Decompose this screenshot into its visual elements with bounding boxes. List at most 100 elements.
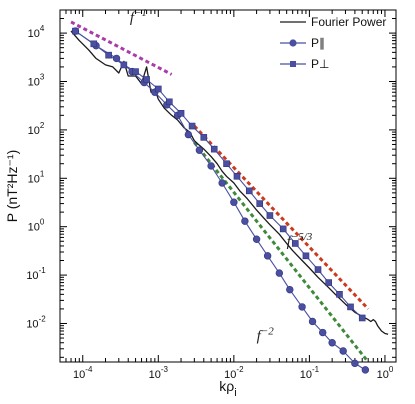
x-tick-label: 10-2: [224, 365, 244, 381]
data-point-p-parallel: [263, 252, 272, 260]
y-tick-label: 103: [28, 72, 45, 88]
x-tick-label-exponent: -1: [312, 365, 320, 374]
data-point-p-perp: [256, 200, 264, 207]
data-point-p-perp: [90, 40, 98, 48]
data-point-p-perp: [336, 291, 343, 298]
data-point-p-perp: [166, 98, 173, 106]
series-group: f−1f−5/3f−2: [70, 7, 389, 374]
data-point-p-parallel: [218, 179, 226, 187]
data-point-p-perp: [347, 303, 354, 311]
reference-line-label-exponent: −5/3: [291, 231, 313, 243]
y-tick-label: 100: [28, 218, 45, 234]
y-tick-label-exponent: 3: [40, 72, 45, 81]
x-tick-label: 100: [377, 365, 394, 381]
data-point-p-perp: [177, 110, 185, 117]
axes: 10-4 10-3 10-2 10-1 10010410310210110010-110…: [4, 9, 397, 399]
data-point-p-perp: [233, 172, 241, 180]
reference-line-label: f−2: [257, 325, 275, 344]
data-point-p-perp: [154, 85, 162, 93]
y-tick-label: 102: [28, 121, 45, 137]
data-point-p-perp: [358, 314, 366, 322]
y-tick-label: 10-2: [26, 314, 46, 330]
data-point-p-parallel: [298, 303, 306, 311]
data-point-p-parallel: [195, 146, 204, 154]
data-point-p-parallel: [275, 269, 284, 277]
reference-line-label: f−1: [130, 7, 147, 26]
x-axis-label-main: kρ: [219, 378, 234, 394]
y-tick-label: 104: [28, 24, 45, 40]
x-tick-label-base: 10: [377, 369, 389, 381]
y-tick-label-base: 10: [26, 318, 38, 330]
data-point-p-perp: [302, 252, 310, 260]
data-point-p-parallel: [241, 217, 249, 225]
data-point-p-perp: [132, 68, 139, 75]
legend: Fourier Power P∥ P⊥: [280, 15, 386, 71]
reference-line-label: f−5/3: [287, 231, 313, 250]
data-point-p-perp: [72, 27, 79, 35]
x-tick-label-exponent: -3: [161, 365, 169, 374]
x-tick-label-base: 10: [73, 369, 85, 381]
y-tick-label: 101: [28, 169, 45, 185]
data-point-p-perp: [120, 61, 128, 69]
x-tick-label-base: 10: [149, 369, 161, 381]
series-line: [75, 30, 366, 371]
data-point-p-parallel: [361, 366, 370, 374]
x-tick-label: 10-4: [73, 365, 93, 381]
data-point-p-parallel: [184, 130, 193, 139]
x-tick-label: 10-3: [149, 365, 169, 381]
legend-marker-circle: [289, 39, 297, 47]
x-axis-label: kρi: [219, 378, 236, 399]
y-tick-label-exponent: 0: [40, 218, 45, 227]
data-point-p-perp: [200, 134, 208, 141]
y-tick-label: 10-1: [26, 266, 46, 282]
x-axis-label-subscript: i: [234, 387, 236, 399]
data-point-p-perp: [143, 76, 150, 83]
data-point-p-parallel: [207, 162, 215, 170]
y-tick-label-exponent: 4: [40, 24, 45, 33]
x-tick-label: 10-1: [300, 365, 320, 381]
reference-line: [193, 141, 370, 363]
data-point-p-parallel: [351, 359, 359, 368]
y-tick-label-exponent: 1: [40, 169, 45, 178]
legend-label: P∥: [311, 36, 325, 50]
data-point-p-perp: [105, 51, 112, 59]
data-point-p-perp: [279, 225, 287, 233]
data-point-p-perp: [245, 187, 253, 195]
series-line: [75, 30, 363, 319]
y-axis-label: P (nT²Hz⁻¹): [4, 150, 20, 222]
reference-line: [193, 125, 370, 310]
x-tick-label-exponent: 0: [389, 365, 394, 374]
y-tick-label-base: 10: [28, 76, 40, 88]
data-point-p-parallel: [308, 317, 317, 326]
reference-line-label-exponent: −2: [261, 325, 274, 337]
data-point-p-perp: [314, 266, 322, 273]
series-line: [70, 30, 389, 335]
y-tick-label-base: 10: [26, 270, 38, 282]
reference-line-label-exponent: −1: [134, 7, 147, 19]
data-point-p-perp: [266, 212, 274, 219]
y-tick-label-exponent: -1: [39, 266, 47, 275]
x-tick-label-exponent: -4: [85, 365, 93, 374]
data-point-p-parallel: [230, 198, 238, 206]
data-point-p-parallel: [286, 285, 294, 294]
data-point-p-parallel: [319, 328, 327, 337]
legend-label: Fourier Power: [311, 15, 386, 29]
legend-label: P⊥: [311, 57, 329, 71]
data-point-p-perp: [325, 279, 332, 286]
y-tick-label-base: 10: [28, 28, 40, 40]
data-point-p-perp: [210, 145, 218, 153]
data-point-p-parallel: [252, 235, 261, 243]
y-tick-label-exponent: -2: [39, 314, 47, 323]
data-point-p-parallel: [339, 347, 347, 355]
reference-line-label-base: f: [130, 10, 136, 26]
y-tick-label-base: 10: [28, 222, 40, 234]
x-tick-label-base: 10: [224, 369, 236, 381]
x-tick-label-base: 10: [300, 369, 312, 381]
plot-frame: [59, 9, 397, 363]
legend-marker-square: [290, 61, 296, 67]
y-tick-label-base: 10: [28, 173, 40, 185]
reference-line-label-base: f: [287, 234, 293, 250]
data-point-p-perp: [188, 122, 196, 130]
y-tick-label-base: 10: [28, 125, 40, 137]
